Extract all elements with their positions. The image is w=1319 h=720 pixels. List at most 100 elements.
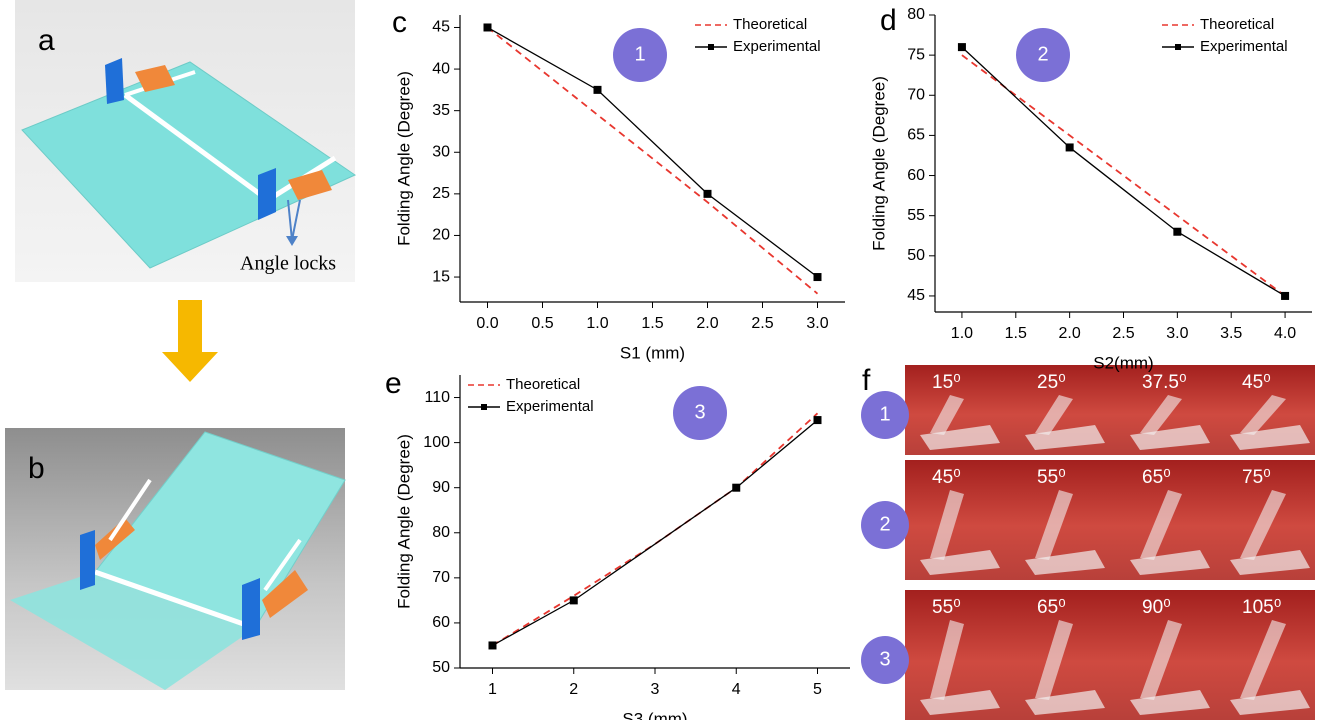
angle-label: 45⁰: [932, 467, 961, 488]
x-tick-label: 5: [813, 681, 822, 698]
y-tick-label: 45: [907, 287, 925, 304]
y-tick-label: 65: [907, 127, 925, 144]
annotation: 2: [1037, 43, 1048, 65]
series-line: [493, 420, 818, 645]
angle-label: 65⁰: [1037, 597, 1066, 618]
y-tick-label: 100: [423, 434, 450, 451]
legend-marker: [708, 44, 714, 50]
legend-marker: [1175, 44, 1181, 50]
series-line: [493, 413, 818, 645]
y-tick-label: 55: [907, 207, 925, 224]
y-tick-label: 40: [432, 60, 450, 77]
y-tick-label: 35: [432, 102, 450, 119]
y-tick-label: 25: [432, 185, 450, 202]
data-point: [704, 190, 712, 198]
marker-label: 3: [879, 648, 890, 670]
data-point: [1281, 292, 1289, 300]
data-point: [1173, 228, 1181, 236]
x-axis-label: S3 (mm): [622, 709, 687, 720]
data-point: [958, 43, 966, 51]
legend-label: Theoretical: [1200, 16, 1274, 33]
x-tick-label: 2.5: [751, 315, 773, 332]
legend-label: Experimental: [506, 398, 594, 415]
y-tick-label: 110: [424, 389, 450, 406]
annotation: 3: [694, 401, 705, 423]
panel-label: a: [38, 24, 55, 57]
x-tick-label: 2: [569, 681, 578, 698]
angle-label: 75⁰: [1242, 467, 1271, 488]
panel-label: c: [392, 6, 407, 39]
y-tick-label: 90: [432, 479, 450, 496]
panel-label: f: [862, 364, 871, 397]
arrow: [162, 300, 218, 382]
x-tick-label: 3: [651, 681, 660, 698]
panel-label: e: [385, 367, 402, 400]
legend-label: Theoretical: [506, 376, 580, 393]
y-tick-label: 80: [907, 6, 925, 23]
x-axis-label: S1 (mm): [620, 343, 685, 362]
data-point: [489, 641, 497, 649]
legend-label: Experimental: [1200, 38, 1288, 55]
angle-label: 45⁰: [1242, 372, 1271, 393]
x-tick-label: 4: [732, 681, 741, 698]
y-axis-label: Folding Angle (Degree): [869, 76, 888, 251]
data-point: [814, 273, 822, 281]
panel-label: d: [880, 4, 897, 37]
x-tick-label: 3.0: [1166, 325, 1188, 342]
data-point: [732, 484, 740, 492]
marker-label: 2: [879, 513, 890, 535]
x-tick-label: 1.0: [586, 315, 608, 332]
annotation: Angle locks: [240, 253, 336, 275]
angle-label: 105⁰: [1242, 597, 1281, 618]
y-axis-label: Folding Angle (Degree): [394, 434, 413, 609]
y-tick-label: 80: [432, 524, 450, 541]
y-tick-label: 20: [432, 227, 450, 244]
x-tick-label: 1.5: [641, 315, 663, 332]
legend-label: Experimental: [733, 38, 821, 55]
angle-label: 37.5⁰: [1142, 372, 1187, 393]
angle-label: 55⁰: [932, 597, 961, 618]
x-tick-label: 2.0: [1059, 325, 1081, 342]
data-point: [484, 23, 492, 31]
x-tick-label: 3.0: [806, 315, 828, 332]
angle-label: 65⁰: [1142, 467, 1171, 488]
panel-a: Angle locks a: [15, 0, 355, 282]
y-tick-label: 50: [432, 659, 450, 676]
x-tick-label: 2.5: [1112, 325, 1134, 342]
angle-label: 55⁰: [1037, 467, 1066, 488]
y-tick-label: 45: [432, 19, 450, 36]
x-tick-label: 4.0: [1274, 325, 1296, 342]
series-line: [962, 47, 1285, 296]
x-axis-label: S2(mm): [1093, 353, 1153, 372]
series-line: [962, 55, 1285, 296]
y-tick-label: 70: [432, 569, 450, 586]
x-tick-label: 1.5: [1005, 325, 1027, 342]
angle-label: 15⁰: [932, 372, 961, 393]
figure: Angle locks a b f 15⁰ 25⁰ 37.5⁰ 45⁰ 1 45⁰ 55⁰ 6…: [0, 0, 1319, 720]
x-tick-label: 1.0: [951, 325, 973, 342]
x-tick-label: 0.5: [531, 315, 553, 332]
y-tick-label: 75: [907, 46, 925, 63]
panel-b: b: [5, 428, 345, 690]
data-point: [594, 86, 602, 94]
panel-label: b: [28, 452, 45, 485]
y-tick-label: 70: [907, 86, 925, 103]
x-tick-label: 3.5: [1220, 325, 1242, 342]
data-point: [814, 416, 822, 424]
legend-marker: [481, 404, 487, 410]
x-tick-label: 0.0: [476, 315, 498, 332]
annotation: 1: [634, 43, 645, 65]
x-tick-label: 1: [488, 681, 497, 698]
y-tick-label: 60: [907, 167, 925, 184]
y-axis-label: Folding Angle (Degree): [394, 71, 413, 246]
angle-label: 25⁰: [1037, 372, 1066, 393]
y-tick-label: 50: [907, 247, 925, 264]
data-point: [570, 596, 578, 604]
y-tick-label: 15: [432, 268, 450, 285]
y-tick-label: 30: [432, 143, 450, 160]
legend-label: Theoretical: [733, 16, 807, 33]
y-tick-label: 60: [432, 614, 450, 631]
angle-label: 90⁰: [1142, 597, 1171, 618]
data-point: [1066, 143, 1074, 151]
